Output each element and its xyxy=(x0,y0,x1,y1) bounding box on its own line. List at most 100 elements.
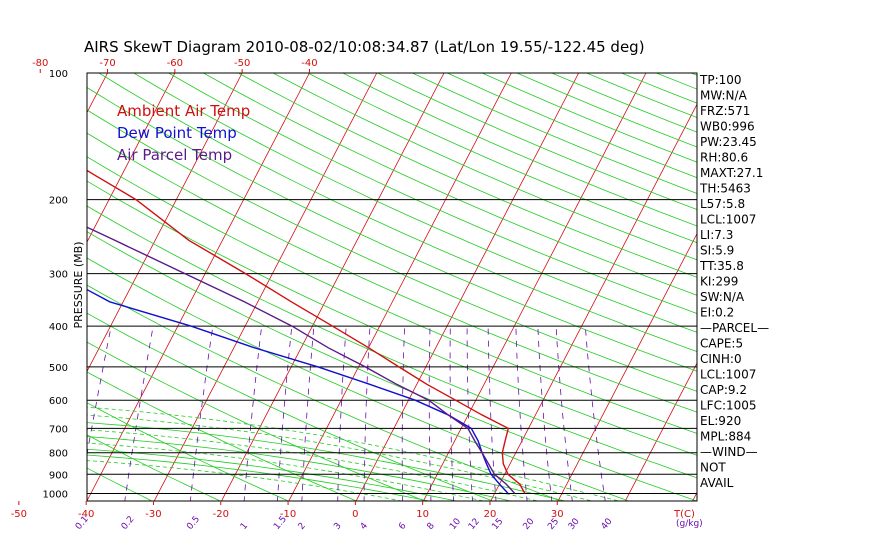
isotherm-line xyxy=(624,362,697,501)
isotherm-line xyxy=(490,103,697,501)
stat-line: CINH:0 xyxy=(700,352,742,366)
dry-adiabat-line xyxy=(87,341,426,501)
isotherm-line xyxy=(87,73,310,501)
bottom-temp-tick-label: -30 xyxy=(145,509,161,520)
moist-adiabat-line xyxy=(87,442,486,501)
stat-line: LI:7.3 xyxy=(700,228,733,242)
isotherm-line xyxy=(288,73,512,501)
dry-adiabat-line xyxy=(87,434,222,501)
dry-adiabat-line xyxy=(87,257,630,501)
mixing-ratio-line xyxy=(428,326,432,501)
pressure-tick-label: 200 xyxy=(49,196,68,207)
top-temp-tick-label: -70 xyxy=(99,58,115,69)
dry-adiabat-line xyxy=(656,73,697,90)
stat-line: TH:5463 xyxy=(699,182,751,196)
legend-entry: Air Parcel Temp xyxy=(117,146,232,164)
stat-line: MW:N/A xyxy=(700,89,748,103)
isotherm-line xyxy=(355,73,580,501)
legend: Ambient Air Temp Dew Point Temp Air Parcel… xyxy=(117,102,250,164)
pressure-tick-label: 100 xyxy=(49,69,68,80)
stat-line: LCL:1007 xyxy=(700,213,756,227)
series-line-ambient-air-temp xyxy=(87,169,526,494)
isotherm-line xyxy=(221,73,445,501)
dry-adiabat-line xyxy=(516,73,697,148)
dry-adiabat-line xyxy=(98,73,697,352)
pressure-tick-label: 500 xyxy=(49,363,68,374)
dry-adiabat-line xyxy=(87,156,697,434)
stat-line: SW:N/A xyxy=(700,290,745,304)
dry-adiabat-line xyxy=(87,205,697,479)
mixing-ratio-line xyxy=(487,326,497,501)
stat-line: —PARCEL— xyxy=(700,321,769,335)
dry-adiabat-line xyxy=(87,467,153,501)
chart-title: AIRS SkewT Diagram 2010-08-02/10:08:34.8… xyxy=(84,38,645,56)
isotherm-line xyxy=(0,73,40,502)
mixing-ratio-line xyxy=(515,326,528,501)
dry-adiabat-line xyxy=(87,87,697,372)
bottom-temp-tick-label: 20 xyxy=(484,509,497,520)
stat-line: RH:80.6 xyxy=(700,151,748,165)
top-temp-tick-label: -50 xyxy=(234,58,250,69)
legend-entry: Dew Point Temp xyxy=(117,124,237,142)
pressure-tick-label: 800 xyxy=(49,449,68,460)
mixing-ratio-line xyxy=(301,326,315,501)
mixing-unit-label: (g/kg) xyxy=(676,519,703,529)
mixing-ratio-line xyxy=(189,326,214,501)
mixing-ratio-tick-label: 20 xyxy=(522,517,537,532)
pressure-tick-label: 900 xyxy=(49,470,68,481)
stat-line: FRZ:571 xyxy=(700,104,750,118)
bottom-temp-tick-label: -40 xyxy=(78,509,94,520)
pressure-tick-label: 700 xyxy=(49,424,68,435)
isotherm-line xyxy=(557,232,697,501)
legend-entry: Ambient Air Temp xyxy=(117,102,250,120)
stat-line: EI:0.2 xyxy=(700,306,734,320)
stat-line: KI:299 xyxy=(700,275,738,289)
mixing-ratio-tick-label: 3 xyxy=(332,521,343,532)
mixing-ratio-tick-label: 2 xyxy=(297,521,308,532)
isotherm-line xyxy=(87,73,243,373)
plot-area xyxy=(0,73,697,502)
moist-adiabat-line xyxy=(0,428,468,502)
stat-line: AVAIL xyxy=(700,476,734,490)
mixing-ratio-tick-label: 6 xyxy=(397,521,409,532)
mixing-ratio-tick-label: 10 xyxy=(448,517,463,532)
mixing-ratio-line xyxy=(337,326,347,501)
dry-adiabat-line xyxy=(272,73,697,261)
stat-line: CAPE:5 xyxy=(700,337,743,351)
top-temp-tick-label: -60 xyxy=(167,58,183,69)
stat-line: SI:5.9 xyxy=(700,244,734,258)
mixing-ratio-line xyxy=(584,326,606,501)
plot-frame xyxy=(86,72,698,502)
mixing-ratio-line xyxy=(449,326,455,501)
stat-line: NOT xyxy=(700,461,726,475)
stat-line: —WIND— xyxy=(700,445,758,459)
pressure-tick-label: 300 xyxy=(49,270,68,281)
dry-adiabat-line xyxy=(87,284,562,501)
dry-adiabat-line xyxy=(307,73,697,244)
dry-adiabat-line xyxy=(87,180,697,456)
stat-line: MAXT:27.1 xyxy=(700,166,763,180)
mixing-ratio-line xyxy=(363,326,371,501)
dry-adiabat-line xyxy=(238,73,697,278)
bottom-temp-tick-label: -10 xyxy=(280,509,296,520)
stat-line: CAP:9.2 xyxy=(700,383,747,397)
mixing-ratio-line xyxy=(87,326,112,457)
pressure-tick-label: 600 xyxy=(49,396,68,407)
dry-adiabat-line xyxy=(203,73,697,296)
stat-line: L57:5.8 xyxy=(700,197,745,211)
dry-adiabat-line xyxy=(342,73,697,227)
stat-line: PW:23.45 xyxy=(700,135,757,149)
mixing-ratio-tick-label: 4 xyxy=(359,521,371,532)
dry-adiabat-line xyxy=(133,73,697,333)
moist-adiabat-line xyxy=(87,414,594,501)
mixing-ratio-tick-label: 30 xyxy=(567,517,582,532)
pressure-tick-label: 1000 xyxy=(43,490,68,501)
mixing-ratio-line xyxy=(466,326,473,501)
dry-adiabat-line xyxy=(87,371,358,501)
mixing-ratio-line xyxy=(243,326,263,501)
moist-adiabat-line xyxy=(87,429,540,501)
stat-line: TP:100 xyxy=(699,73,742,87)
stat-line: MPL:884 xyxy=(700,430,751,444)
stat-line: EL:920 xyxy=(700,414,741,428)
mixing-ratio-line xyxy=(555,326,573,501)
